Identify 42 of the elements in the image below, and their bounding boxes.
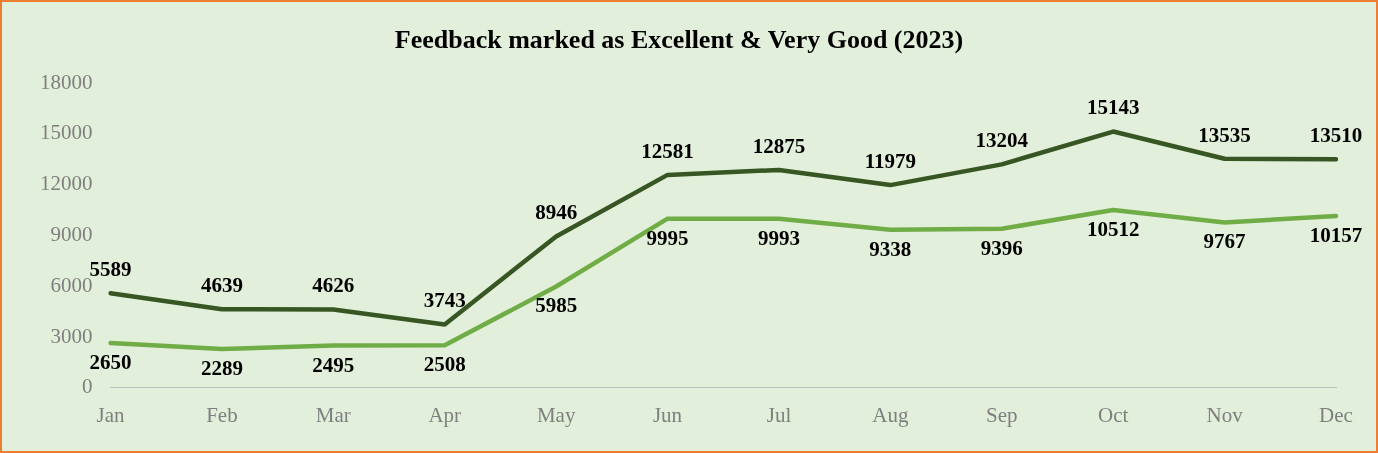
data-label: 12875: [752, 133, 806, 158]
data-label: 2289: [200, 355, 243, 380]
y-tick-label: 15000: [40, 120, 93, 145]
data-label: 13535: [1198, 122, 1251, 147]
data-label: 4626: [312, 273, 355, 298]
data-label: 9993: [757, 225, 800, 250]
data-label: 4639: [200, 273, 243, 298]
data-label: 3743: [423, 288, 466, 313]
x-tick-label: Dec: [1319, 402, 1353, 427]
y-tick-label: 12000: [40, 171, 93, 196]
x-tick-label: Apr: [428, 402, 462, 427]
x-tick-label: Jun: [652, 402, 683, 427]
data-label: 5985: [535, 293, 578, 318]
data-label: 9767: [1203, 229, 1246, 254]
x-tick-label: Feb: [206, 402, 238, 427]
data-label: 15143: [1086, 95, 1140, 120]
data-label: 9995: [646, 225, 689, 250]
y-tick-label: 0: [82, 374, 93, 399]
x-tick-label: Mar: [315, 402, 351, 427]
x-tick-label: Aug: [872, 402, 909, 427]
y-tick-label: 18000: [40, 69, 93, 94]
x-tick-label: Nov: [1206, 402, 1244, 427]
chart-title: Feedback marked as Excellent & Very Good (2023): [394, 25, 964, 55]
data-label: 13204: [975, 128, 1029, 153]
x-tick-label: Jul: [766, 402, 792, 427]
data-label: 12581: [641, 138, 694, 163]
data-label: 2495: [312, 352, 355, 377]
data-label: 9338: [869, 236, 912, 261]
data-label: 11979: [864, 149, 917, 174]
x-tick-label: Jan: [96, 402, 125, 427]
x-tick-label: Sep: [986, 402, 1018, 427]
data-label: 2508: [423, 352, 466, 377]
data-label: 9396: [980, 235, 1023, 260]
data-label: 8946: [535, 200, 578, 225]
data-label: 13510: [1309, 123, 1363, 148]
y-tick-label: 9000: [50, 222, 93, 247]
data-label: 2650: [89, 349, 132, 374]
x-tick-label: May: [536, 402, 576, 427]
x-tick-label: Oct: [1098, 402, 1129, 427]
data-label: 10512: [1086, 216, 1140, 241]
data-label: 10157: [1309, 222, 1363, 247]
y-tick-label: 3000: [50, 323, 93, 348]
